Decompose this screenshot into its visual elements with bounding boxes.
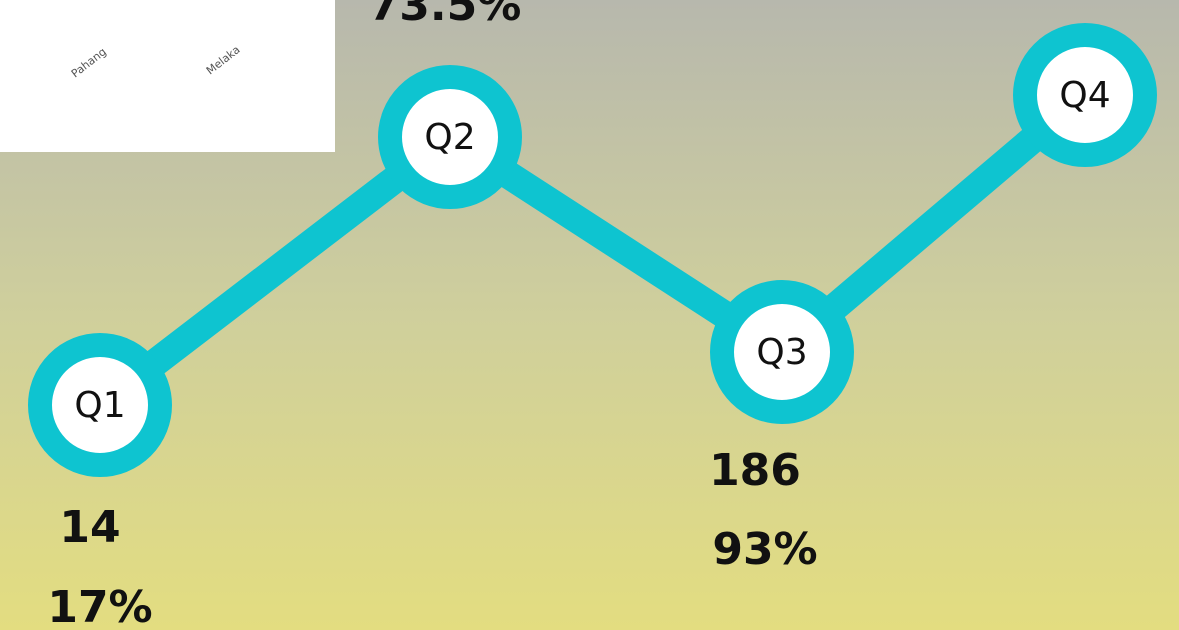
node-label: Q1 — [74, 385, 125, 426]
node-label: Q2 — [424, 117, 475, 158]
node-ring — [378, 65, 522, 209]
node-ring — [710, 280, 854, 424]
nodes: Q1 14 17% Q2 73.5% Q3 186 93% Q4 — [28, 0, 1157, 630]
node-percent: 73.5% — [369, 0, 522, 31]
node-count: 14 — [59, 502, 120, 553]
node-ring — [28, 333, 172, 477]
inset-panel — [0, 0, 335, 152]
node-label: Q4 — [1059, 75, 1110, 116]
node-count: 186 — [709, 445, 801, 496]
connector-line — [91, 84, 1095, 417]
node-percent: 17% — [47, 582, 152, 630]
node-ring — [1013, 23, 1157, 167]
node-label: Q3 — [756, 332, 807, 373]
node-percent: 93% — [712, 524, 817, 575]
